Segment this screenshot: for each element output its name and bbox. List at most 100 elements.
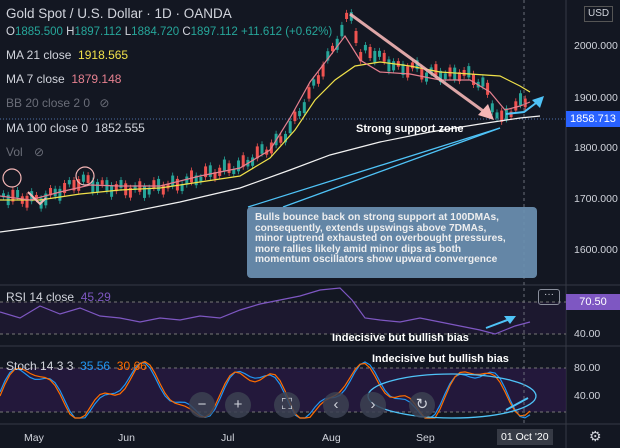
candle-body — [434, 64, 437, 75]
candle-body — [373, 51, 376, 62]
rsi-label: RSI 14 close — [6, 290, 74, 304]
price-tick: 1700.000 — [574, 193, 618, 205]
ma21-label: MA 21 close — [6, 48, 71, 62]
candle-body — [261, 144, 264, 154]
price-tick: 1800.000 — [574, 142, 618, 154]
scroll-right-button[interactable]: › — [360, 392, 386, 418]
rsi-band — [0, 302, 566, 334]
ma21-legend[interactable]: MA 21 close 1918.565 — [6, 48, 128, 62]
candle-body — [317, 75, 320, 84]
candle-body — [496, 112, 499, 118]
candle-body — [279, 136, 282, 142]
candlestick-series — [2, 9, 527, 211]
candle-body — [199, 177, 202, 182]
ma21-value: 1918.565 — [78, 48, 128, 62]
candle-body — [143, 186, 146, 198]
candle-body — [444, 73, 447, 79]
fullscreen-button[interactable]: ⛶ — [274, 392, 300, 418]
ohlc-open: 1885.500 — [15, 26, 63, 38]
support-arrowhead — [532, 96, 544, 108]
candle-body — [514, 101, 517, 110]
candle-body — [157, 179, 160, 191]
candle-body — [16, 190, 19, 197]
candle-body — [420, 67, 423, 79]
candle-body — [223, 160, 226, 172]
candle-body — [392, 61, 395, 70]
ma100-label: MA 100 close 0 — [6, 121, 88, 135]
candle-body — [237, 160, 240, 171]
analysis-callout: Bulls bounce back on strong support at 1… — [247, 207, 537, 278]
candle-body — [308, 87, 311, 98]
stoch-note: Indecisive but bullish bias — [372, 353, 509, 366]
candle-body — [82, 175, 85, 182]
highlight-circle — [76, 167, 94, 185]
candle-body — [298, 111, 301, 116]
settings-gear-icon[interactable]: ⚙ — [589, 429, 602, 443]
eye-hidden-icon[interactable]: ⊘ — [34, 145, 44, 159]
candle-body — [289, 121, 292, 133]
price-tick: 2000.000 — [574, 40, 618, 52]
zoom-out-button[interactable]: − — [189, 392, 215, 418]
candle-body — [120, 180, 123, 188]
callout-line: Bulls bounce back on strong support at 1… — [255, 213, 537, 224]
ohlc-change: +11.612 (+0.62%) — [241, 26, 332, 38]
time-label: Jul — [221, 432, 234, 444]
reset-chart-button[interactable]: ↻ — [409, 392, 435, 418]
current-price-tag: 1858.713 — [566, 111, 620, 127]
price-tick: 1600.000 — [574, 244, 618, 256]
time-label: Aug — [322, 432, 341, 444]
candle-body — [190, 170, 193, 182]
stoch-label: Stoch 14 3 3 — [6, 359, 73, 373]
symbol-title[interactable]: Gold Spot / U.S. Dollar · 1D · OANDA — [6, 6, 232, 22]
candle-body — [209, 165, 212, 177]
ma7-label: MA 7 close — [6, 72, 65, 86]
stoch-tick: 40.00 — [574, 390, 618, 402]
candle-body — [387, 59, 390, 71]
candle-body — [378, 51, 381, 57]
time-label: May — [24, 432, 44, 444]
more-options-icon[interactable]: ··· — [538, 289, 560, 305]
rsi-note: Indecisive but bullish bias — [332, 332, 469, 345]
candle-body — [481, 77, 484, 86]
rsi-legend[interactable]: RSI 14 close 45.29 — [6, 290, 111, 304]
candle-body — [519, 93, 522, 105]
ohlc-low: 1884.720 — [131, 26, 179, 38]
zoom-in-button[interactable]: + — [225, 392, 251, 418]
ma100-value: 1852.555 — [95, 121, 145, 135]
rsi-value: 45.29 — [81, 290, 111, 304]
candle-body — [369, 47, 372, 58]
candle-body — [345, 13, 348, 19]
candle-body — [228, 163, 231, 173]
vol-legend[interactable]: Vol ⊘ — [6, 145, 44, 159]
candle-body — [406, 66, 409, 77]
stoch-d-value: 30.66 — [117, 359, 147, 373]
candle-body — [58, 189, 61, 201]
ma7-legend[interactable]: MA 7 close 1879.148 — [6, 72, 121, 86]
candle-body — [411, 62, 414, 68]
time-label: Jun — [118, 432, 135, 444]
currency-label[interactable]: USD — [584, 6, 613, 22]
price-tick: 1900.000 — [574, 92, 618, 104]
bb-legend[interactable]: BB 20 close 2 0 ⊘ — [6, 96, 109, 110]
eye-hidden-icon[interactable]: ⊘ — [99, 96, 109, 110]
scroll-left-button[interactable]: ‹ — [323, 392, 349, 418]
candle-body — [340, 25, 343, 36]
candle-body — [467, 66, 470, 77]
candle-body — [463, 70, 466, 76]
stoch-k-value: 35.56 — [80, 359, 110, 373]
candle-body — [383, 53, 386, 62]
candle-body — [96, 182, 99, 192]
candle-body — [491, 103, 494, 112]
time-label: Sep — [416, 432, 435, 444]
rsi-tick: 40.00 — [574, 328, 618, 340]
bb-label: BB 20 close 2 0 — [6, 96, 90, 110]
rsi-value-tag: 70.50 — [566, 294, 620, 310]
candle-body — [486, 83, 489, 95]
ma100-legend[interactable]: MA 100 close 0 1852.555 — [6, 121, 145, 135]
candle-body — [293, 112, 296, 121]
candle-body — [364, 45, 367, 50]
candle-body — [101, 180, 104, 184]
stoch-legend[interactable]: Stoch 14 3 3 35.56 30.66 — [6, 359, 147, 373]
stoch-tick: 80.00 — [574, 362, 618, 374]
